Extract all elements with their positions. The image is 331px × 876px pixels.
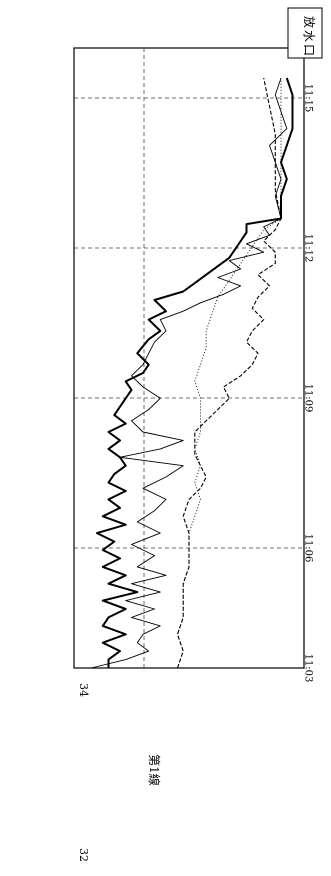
plot-frame <box>73 47 305 669</box>
series-line-3 <box>176 77 282 669</box>
x-tick-label: 11:15 <box>303 84 314 113</box>
legend-char: 水 <box>302 30 316 42</box>
x-tick-label: 11:03 <box>303 654 314 683</box>
legend-char: 放 <box>302 16 317 28</box>
x-tick-label: 11:06 <box>303 534 314 563</box>
side-label: 第1線 <box>147 754 162 786</box>
x-tick-label: 11:12 <box>303 234 314 263</box>
series-line-1 <box>96 77 294 668</box>
series-line-2 <box>91 77 288 669</box>
x-tick-label: 11:09 <box>303 384 314 413</box>
legend-box <box>287 7 323 59</box>
series-line-4 <box>177 78 282 669</box>
legend-char: 口 <box>302 44 316 56</box>
y-tick-label: 32 <box>77 848 90 862</box>
y-tick-label: 34 <box>77 683 90 697</box>
